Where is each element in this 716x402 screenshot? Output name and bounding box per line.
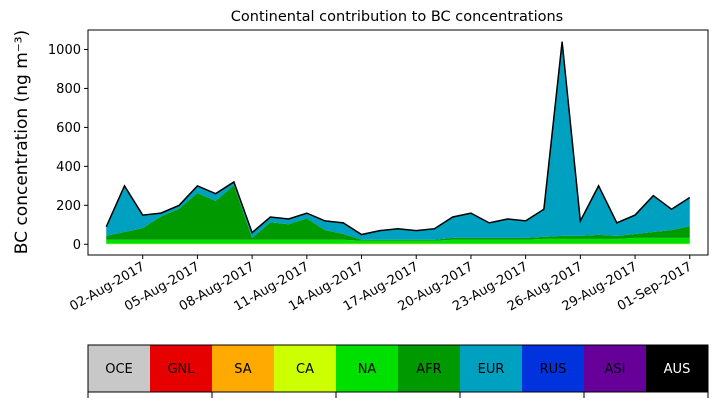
legend-label: EUR (478, 362, 505, 377)
legend-label: ASI (605, 362, 626, 377)
y-tick-label: 1000 (48, 43, 81, 58)
legend-swatch (584, 345, 646, 392)
legend-swatch (646, 345, 708, 392)
legend-swatch (150, 345, 212, 392)
plot-frame (87, 29, 709, 256)
legend-label: SA (234, 362, 251, 377)
y-tick-label: 400 (56, 160, 81, 175)
legend-swatch (88, 345, 150, 392)
area (106, 41, 690, 240)
legend-swatch (398, 345, 460, 392)
legend-label: AFR (416, 362, 441, 377)
legend-swatch (522, 345, 584, 392)
legend-label: CA (296, 362, 314, 377)
legend-frame (87, 344, 709, 393)
y-tick-label: 800 (56, 82, 81, 97)
total-outline (105, 41, 691, 236)
legend-swatch (212, 345, 274, 392)
legend-label: OCE (105, 362, 133, 377)
y-tick-label: 200 (56, 199, 81, 214)
legend-swatch (460, 345, 522, 392)
y-tick-label: 0 (73, 238, 81, 253)
legend-swatch (274, 345, 336, 392)
y-tick-label: 600 (56, 121, 81, 136)
legend-swatch (336, 345, 398, 392)
area (106, 243, 690, 245)
chart-title: Continental contribution to BC concentra… (231, 9, 563, 25)
areas (106, 41, 690, 245)
y-axis-label: BC concentration (ng m⁻³) (12, 30, 32, 254)
legend-label: GNL (167, 362, 195, 377)
legend-label: AUS (664, 362, 691, 377)
area (106, 185, 690, 241)
legend-label: NA (358, 362, 377, 377)
legend-label: RUS (540, 362, 567, 377)
